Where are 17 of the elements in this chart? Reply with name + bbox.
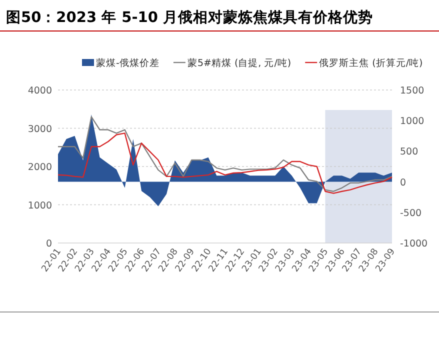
y2-tick-label: -1000 [400, 238, 428, 250]
line-series [57, 116, 393, 192]
line-series [57, 132, 393, 194]
y-tick-label: 0 [46, 238, 52, 250]
chart-title: 图50：2023 年 5-10 月俄相对蒙炼焦煤具有价格优势 [6, 9, 373, 26]
y2-tick-label: 1500 [400, 86, 424, 96]
legend-label: 蒙煤-俄煤价差 [96, 57, 160, 69]
y2-tick-label: 1000 [400, 116, 424, 128]
y-tick-label: 4000 [28, 86, 52, 96]
y-tick-label: 1000 [28, 200, 52, 212]
y2-tick-label: 500 [400, 146, 418, 158]
legend-label: 蒙5#精煤 (自提, 元/吨) [187, 57, 292, 69]
y-tick-label: 3000 [28, 124, 52, 135]
y2-tick-label: -500 [400, 208, 422, 219]
y-tick-label: 2000 [28, 162, 52, 173]
y2-tick-label: 0 [400, 177, 406, 188]
legend-label: 俄罗斯主焦 (折算元/吨) [319, 57, 423, 69]
